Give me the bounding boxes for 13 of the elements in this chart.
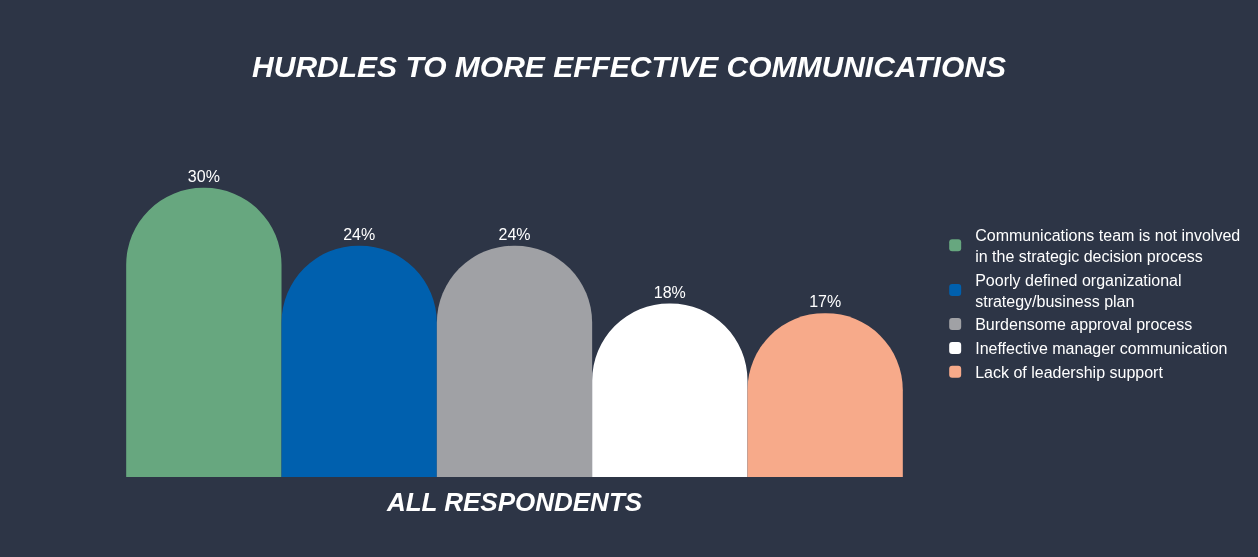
bar bbox=[126, 187, 282, 477]
data-label: 30% bbox=[187, 167, 220, 185]
legend-label: Communications team is not involved in the strategic decision process bbox=[975, 227, 1241, 265]
data-label: 18% bbox=[653, 283, 686, 301]
legend-label: Poorly defined organizational strategy/business plan bbox=[975, 271, 1182, 310]
legend-label: Lack of leadership support bbox=[975, 363, 1164, 381]
data-label: 24% bbox=[498, 225, 531, 243]
data-label: 24% bbox=[343, 225, 376, 243]
x-axis-title: ALL RESPONDENTS bbox=[385, 486, 643, 517]
chart-title: HURDLES TO MORE EFFECTIVE COMMUNICATIONS bbox=[252, 49, 1006, 83]
legend-label: Ineffective manager communication bbox=[975, 340, 1228, 358]
data-label: 17% bbox=[809, 293, 842, 311]
legend-label: Burdensome approval process bbox=[975, 316, 1193, 334]
